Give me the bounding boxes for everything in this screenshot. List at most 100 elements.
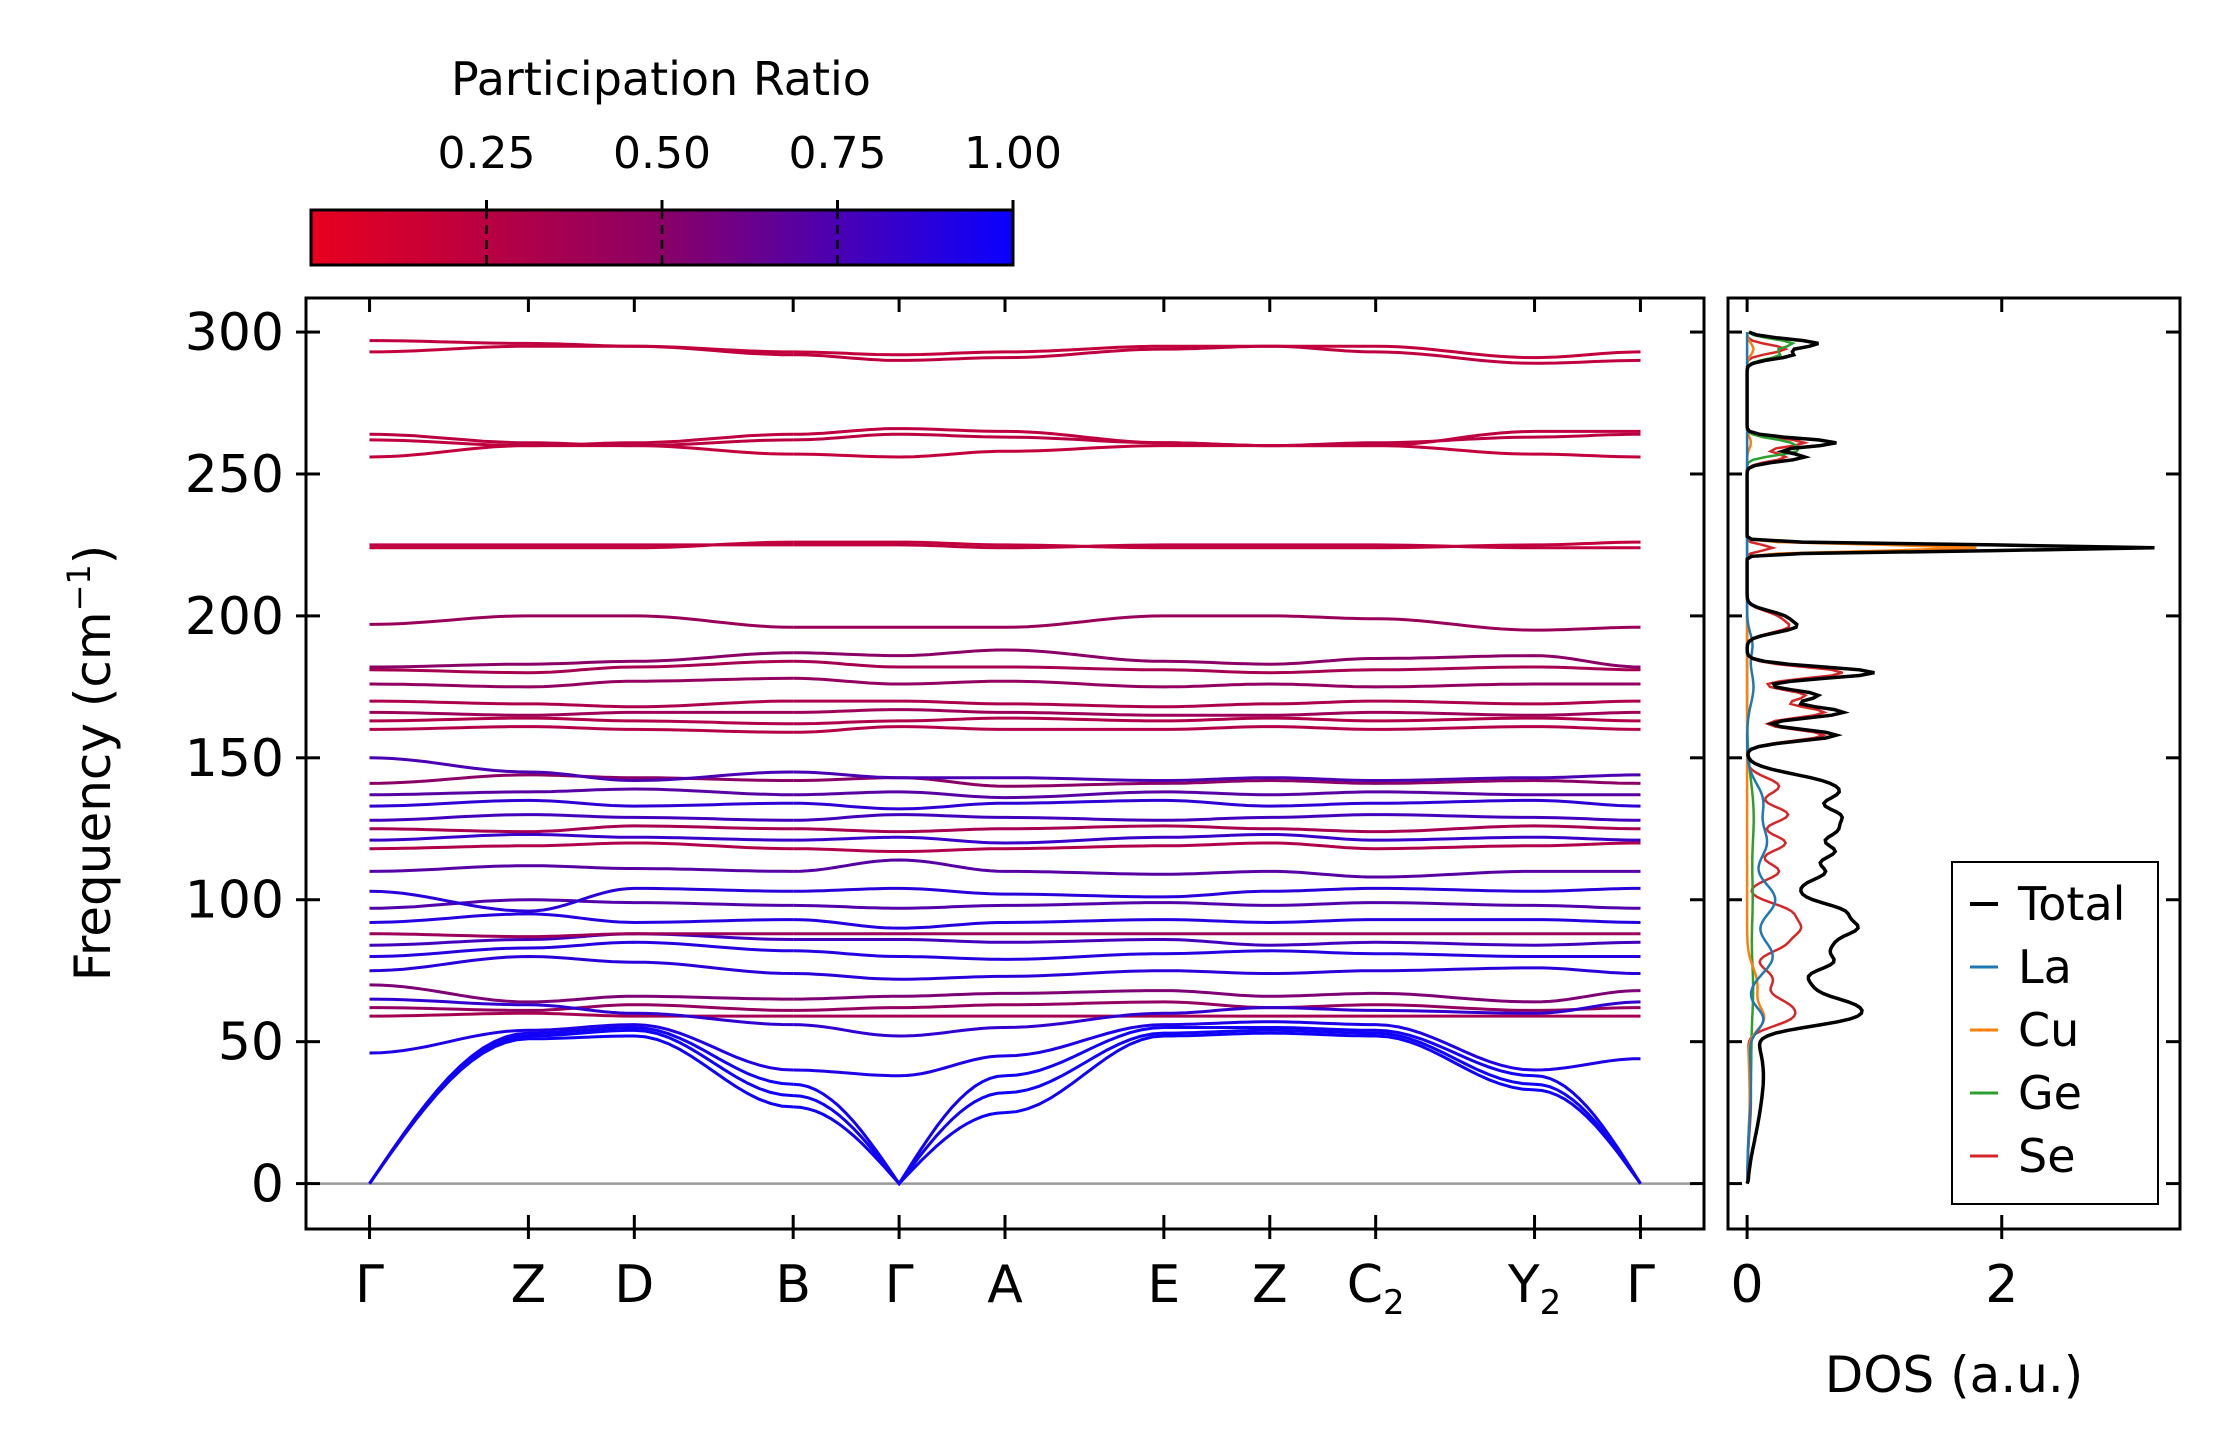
band-line-optic-mid-10 <box>1004 833 1641 845</box>
band-line-optic-mid-2 <box>369 940 794 958</box>
k-point-symbol: Γ <box>1626 1255 1655 1315</box>
band-line-optic-mid-16 <box>369 756 794 783</box>
k-point-symbol: A <box>987 1255 1023 1315</box>
band-line-optic-mid-9 <box>793 847 1005 853</box>
dos-curve-total <box>1745 330 2155 1185</box>
band-line-optic-low-5 <box>369 983 794 1004</box>
band-line-optic-mid-5 <box>369 912 794 925</box>
band-line-optic-top-7 <box>369 339 794 357</box>
band-line-optic-mid-13 <box>369 798 794 808</box>
band-line-optic-mid-1 <box>369 954 794 975</box>
band-line-acoustic-2 <box>793 1091 1006 1187</box>
colorbar-tick-label: 0.75 <box>789 128 887 179</box>
band-x-axis: Γ Z D B Γ A E Z C2 Y2 Γ <box>355 298 1655 1323</box>
k-point-symbol: C <box>1347 1255 1383 1315</box>
band-line-optic-high-7 <box>793 648 1005 658</box>
band-line-optic-top-5 <box>369 432 794 448</box>
band-line-optic-low-3 <box>793 1003 1005 1012</box>
band-line-optic-low-4 <box>1004 1000 1641 1029</box>
band-line-optic-high-4 <box>1005 699 1641 709</box>
band-line-optic-mid-8 <box>793 858 1006 873</box>
band-line-optic-top-6 <box>1005 344 1641 360</box>
band-line-optic-mid-2 <box>1004 949 1641 961</box>
y-axis-label-sup: −1 <box>60 564 98 611</box>
band-line-optic-high-5 <box>793 676 1005 686</box>
band-line-optic-low-5 <box>1005 989 1641 1004</box>
band-line-optic-high-4 <box>369 699 794 709</box>
band-line-optic-high-6 <box>369 659 794 675</box>
colorbar-ticks <box>485 200 1015 265</box>
band-line-optic-low-5 <box>793 991 1005 1001</box>
k-point-label: Y2 <box>1507 1255 1561 1323</box>
band-line-acoustic-3 <box>368 1026 794 1185</box>
band-line-optic-mid-13 <box>1005 798 1641 808</box>
band-line-optic-mid-14 <box>1004 790 1641 800</box>
band-line-optic-high-6 <box>793 659 1005 669</box>
band-line-optic-mid-14 <box>369 787 794 797</box>
band-line-optic-top-2 <box>793 543 1006 550</box>
colorbar-tick-label: 0.25 <box>438 128 536 179</box>
legend-label-se: Se <box>2018 1129 2076 1183</box>
y-tick-label: 100 <box>185 871 284 931</box>
y-axis-label-main: Frequency (cm <box>64 611 122 981</box>
band-line-optic-top-1 <box>793 540 1005 547</box>
band-line-optic-high-2 <box>1005 716 1641 723</box>
band-line-optic-high-8 <box>1004 614 1641 632</box>
y-tick-label: 300 <box>185 303 284 363</box>
band-line-optic-mid-16 <box>793 770 1005 780</box>
colorbar-tick-label: 1.00 <box>964 128 1062 179</box>
band-line-optic-mid-11 <box>793 827 1005 834</box>
band-line-optic-mid-9 <box>369 841 794 851</box>
dos-legend: Total La Cu Ge Se <box>1951 861 2159 1205</box>
k-point-symbol: Z <box>511 1255 547 1315</box>
band-line-optic-high-6 <box>1005 665 1641 675</box>
k-point-symbol: E <box>1147 1255 1180 1315</box>
band-line-optic-high-2 <box>793 716 1005 726</box>
colorbar-tick-labels: 0.25 0.50 0.75 1.00 <box>438 128 1062 179</box>
band-line-optic-mid-9 <box>1004 841 1641 851</box>
band-line-optic-top-3 <box>793 449 1005 459</box>
band-line-optic-high-3 <box>369 710 794 717</box>
band-line-optic-mid-8 <box>1005 869 1641 879</box>
band-line-optic-high-1 <box>369 725 794 734</box>
band-line-optic-high-1 <box>793 725 1005 734</box>
band-line-optic-mid-1 <box>1004 966 1641 978</box>
k-point-label: B <box>775 1255 811 1315</box>
band-line-optic-high-3 <box>793 708 1005 714</box>
dos-plot-frame <box>1726 296 2182 1231</box>
band-line-optic-mid-1 <box>793 972 1005 981</box>
band-line-optic-mid-11 <box>369 824 794 834</box>
band-line-optic-mid-16 <box>1005 773 1641 782</box>
band-line-acoustic-3 <box>1004 1026 1642 1185</box>
k-point-symbol: Y <box>1507 1255 1540 1315</box>
band-line-acoustic-1 <box>793 1105 1006 1186</box>
k-point-label: Γ <box>885 1255 914 1315</box>
band-line-optic-mid-12 <box>793 813 1005 822</box>
dos-x-axis-label: DOS (a.u.) <box>1825 1346 2084 1404</box>
band-line-optic-mid-8 <box>369 864 794 873</box>
band-line-optic-low-4 <box>369 997 794 1027</box>
band-line-optic-mid-3 <box>1005 938 1641 947</box>
k-point-symbol: Γ <box>355 1255 384 1315</box>
y-axis-label-close: ) <box>64 545 122 565</box>
k-point-subscript: 2 <box>1383 1283 1405 1323</box>
band-line-optic-mid-3 <box>793 938 1005 944</box>
colorbar-tick-label: 0.50 <box>613 128 711 179</box>
band-line-optic-mid-13 <box>793 801 1006 811</box>
colorbar: Participation Ratio 0.25 0.50 0.75 1.00 <box>309 52 1062 267</box>
k-point-label: Γ <box>1626 1255 1655 1315</box>
k-point-symbol: Z <box>1252 1255 1288 1315</box>
y-tick-label: 250 <box>185 445 284 505</box>
band-lines <box>368 339 1642 1187</box>
band-line-optic-top-2 <box>1004 543 1641 550</box>
band-line-optic-top-7 <box>1004 344 1641 365</box>
band-line-acoustic-3 <box>793 1074 1006 1187</box>
band-line-optic-top-4 <box>793 432 1006 442</box>
band-line-optic-mid-5 <box>793 918 1005 930</box>
band-line-optic-top-3 <box>1004 444 1641 459</box>
band-line-optic-top-1 <box>1004 540 1641 550</box>
k-point-symbol: B <box>775 1255 811 1315</box>
k-point-label: Z <box>1252 1255 1288 1315</box>
band-line-optic-high-8 <box>369 614 794 629</box>
